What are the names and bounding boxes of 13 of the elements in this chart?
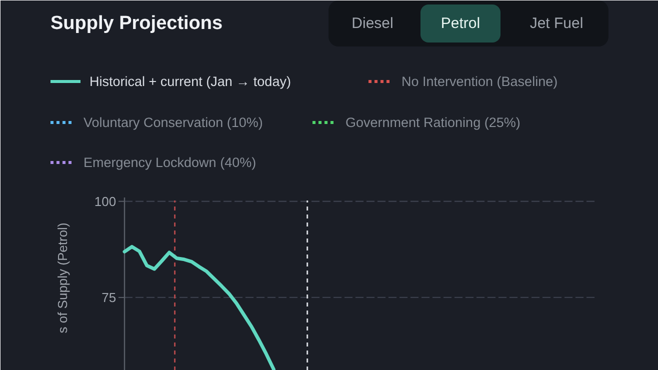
y-tick-label: 75 (102, 290, 116, 305)
chart-title: Supply Projections (50, 13, 223, 34)
line-series (122, 244, 276, 370)
legend-label: No Intervention (Baseline) (402, 74, 558, 89)
legend-label: Historical + current (Jan → today) (90, 74, 291, 89)
text: Petrol (440, 15, 480, 32)
legend-label: Emergency Lockdown (40%) (84, 155, 256, 170)
y-tick-label: 100 (94, 194, 116, 209)
legend-label: Government Rationing (25%) (346, 115, 520, 130)
text: Jet Fuel (530, 15, 584, 32)
text: Diesel (352, 15, 394, 32)
y-axis-title: s of Supply (Petrol) (55, 222, 70, 334)
legend-label: Voluntary Conservation (10%) (84, 115, 263, 130)
